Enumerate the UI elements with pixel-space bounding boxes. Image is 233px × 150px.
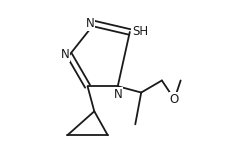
Text: N: N — [61, 48, 69, 62]
Text: N: N — [86, 17, 94, 30]
Text: SH: SH — [132, 26, 148, 39]
Text: O: O — [170, 93, 179, 106]
Text: N: N — [113, 88, 122, 101]
